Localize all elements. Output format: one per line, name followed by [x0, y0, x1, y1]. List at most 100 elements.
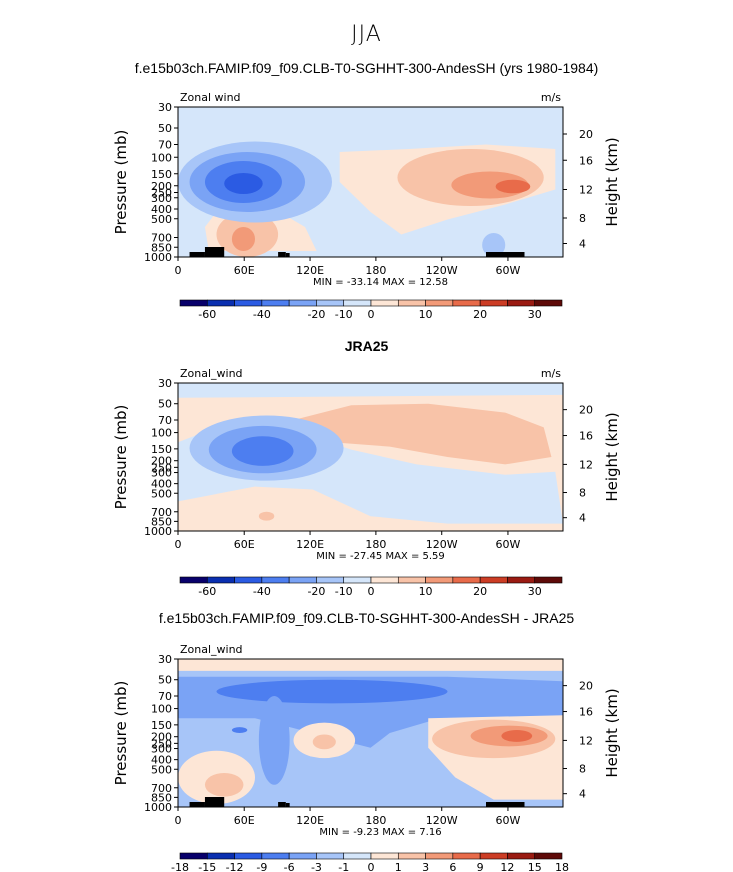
colorbar-swatch	[370, 852, 399, 860]
field	[178, 383, 563, 531]
colorbar-swatch	[507, 299, 536, 307]
colorbar-label: -60	[198, 308, 216, 321]
y-right-tick-label: 8	[579, 212, 586, 225]
lower-negative	[482, 233, 506, 257]
colorbar-label: -3	[311, 861, 322, 872]
panel-3: Zonal_wind305070100150200250300400500700…	[112, 643, 621, 872]
field	[178, 659, 563, 807]
top-negative	[178, 383, 563, 398]
y-tick-label: 700	[151, 232, 172, 245]
colorbar-swatch	[206, 852, 235, 860]
colorbar-label: -40	[253, 308, 271, 321]
plot-frame	[177, 106, 564, 258]
jet-core	[224, 173, 263, 194]
y-tick-label: 250	[151, 187, 172, 200]
colorbar-label: 6	[449, 861, 456, 872]
positive-spot	[258, 511, 275, 521]
y-right-tick-label: 4	[579, 512, 586, 525]
colorbar-label: 1	[395, 861, 402, 872]
terrain-block	[278, 252, 286, 257]
y-right-axis-title: Height (km)	[603, 688, 621, 777]
x-tick-label: 120W	[426, 264, 458, 277]
negative-tongue	[258, 696, 290, 785]
x-tick-label: 180	[365, 264, 386, 277]
positive-lower	[216, 486, 325, 529]
x-tick-label: 120W	[426, 814, 458, 827]
y-right-tick-label: 8	[579, 763, 586, 776]
colorbar-swatch	[397, 576, 426, 584]
panel-1-title: f.e15b03ch.FAMIP.f09_f09.CLB-T0-SGHHT-30…	[134, 60, 599, 76]
x-tick-label: 0	[175, 814, 182, 827]
y-tick-label: 400	[151, 203, 172, 216]
y-tick-label: 500	[151, 763, 172, 776]
jet-core	[231, 436, 294, 466]
panel-1: Zonal wind m/s305070100150200250300400500…	[112, 91, 621, 321]
y-tick-label: 30	[158, 101, 172, 114]
colorbar-label: 3	[422, 861, 429, 872]
colorbar-label: -20	[307, 308, 325, 321]
y-tick-label: 300	[151, 467, 172, 480]
colorbar-swatch	[261, 852, 290, 860]
y-tick-label: 300	[151, 743, 172, 756]
colorbar-swatch	[234, 299, 263, 307]
colorbar-swatch	[397, 852, 426, 860]
colorbar-label: -10	[335, 585, 353, 598]
colorbar-swatch	[507, 852, 536, 860]
y-tick-label: 200	[151, 455, 172, 468]
y-tick-label: 700	[151, 506, 172, 519]
x-tick-label: 0	[175, 538, 182, 551]
panel-2: Zonal_wind m/s305070100150200250300400500…	[112, 367, 621, 598]
colorbar-label: -10	[335, 308, 353, 321]
colorbar-label: 10	[419, 308, 433, 321]
positive-lower-core	[204, 772, 244, 797]
y-right-tick-label: 12	[579, 184, 593, 197]
colorbar-swatch	[206, 299, 235, 307]
colorbar-label: 12	[500, 861, 514, 872]
variable-label: Zonal_wind	[180, 643, 243, 656]
x-tick-label: 180	[365, 814, 386, 827]
y-tick-label: 150	[151, 719, 172, 732]
colorbar-swatch	[316, 299, 345, 307]
colorbar-label: -15	[198, 861, 216, 872]
colorbar-swatch	[261, 576, 290, 584]
colorbar-swatch	[179, 576, 208, 584]
units-label: m/s	[541, 91, 561, 104]
y-tick-label: 50	[158, 674, 172, 687]
y-tick-label: 500	[151, 213, 172, 226]
colorbar-label: 9	[477, 861, 484, 872]
colorbar-swatch	[343, 299, 372, 307]
colorbar-swatch	[179, 852, 208, 860]
top-positive	[178, 659, 563, 671]
colorbar-label: 0	[368, 861, 375, 872]
y-tick-label: 150	[151, 168, 172, 181]
y-tick-label: 100	[151, 427, 172, 440]
y-tick-label: 400	[151, 754, 172, 767]
min-max-label: MIN = -33.14 MAX = 12.58	[313, 277, 448, 288]
y-tick-label: 300	[151, 192, 172, 205]
y-tick-label: 850	[151, 241, 172, 254]
colorbar-swatch	[179, 299, 208, 307]
colorbar-swatch	[261, 299, 290, 307]
colorbar-swatch	[343, 852, 372, 860]
y-right-tick-label: 20	[579, 404, 593, 417]
page-title: JJA	[351, 22, 382, 47]
colorbar: -60 -40 -20 -10 0 10 20 30	[179, 576, 563, 598]
y-tick-label: 70	[158, 139, 172, 152]
terrain-block	[204, 247, 225, 257]
y-right-tick-label: 16	[579, 706, 593, 719]
colorbar-swatch	[534, 576, 563, 584]
colorbar-swatch	[425, 852, 454, 860]
colorbar-swatch	[479, 576, 508, 584]
colorbar-label: 18	[555, 861, 569, 872]
colorbar-label: 15	[528, 861, 542, 872]
colorbar-swatch	[370, 299, 399, 307]
colorbar-swatch	[206, 576, 235, 584]
units-label: m/s	[541, 367, 561, 380]
y-tick-label: 30	[158, 653, 172, 666]
y-right-tick-label: 20	[579, 128, 593, 141]
y-right-tick-label: 4	[579, 788, 586, 801]
colorbar-label: -9	[256, 861, 267, 872]
colorbar-label: 0	[368, 585, 375, 598]
colorbar-swatch	[479, 299, 508, 307]
